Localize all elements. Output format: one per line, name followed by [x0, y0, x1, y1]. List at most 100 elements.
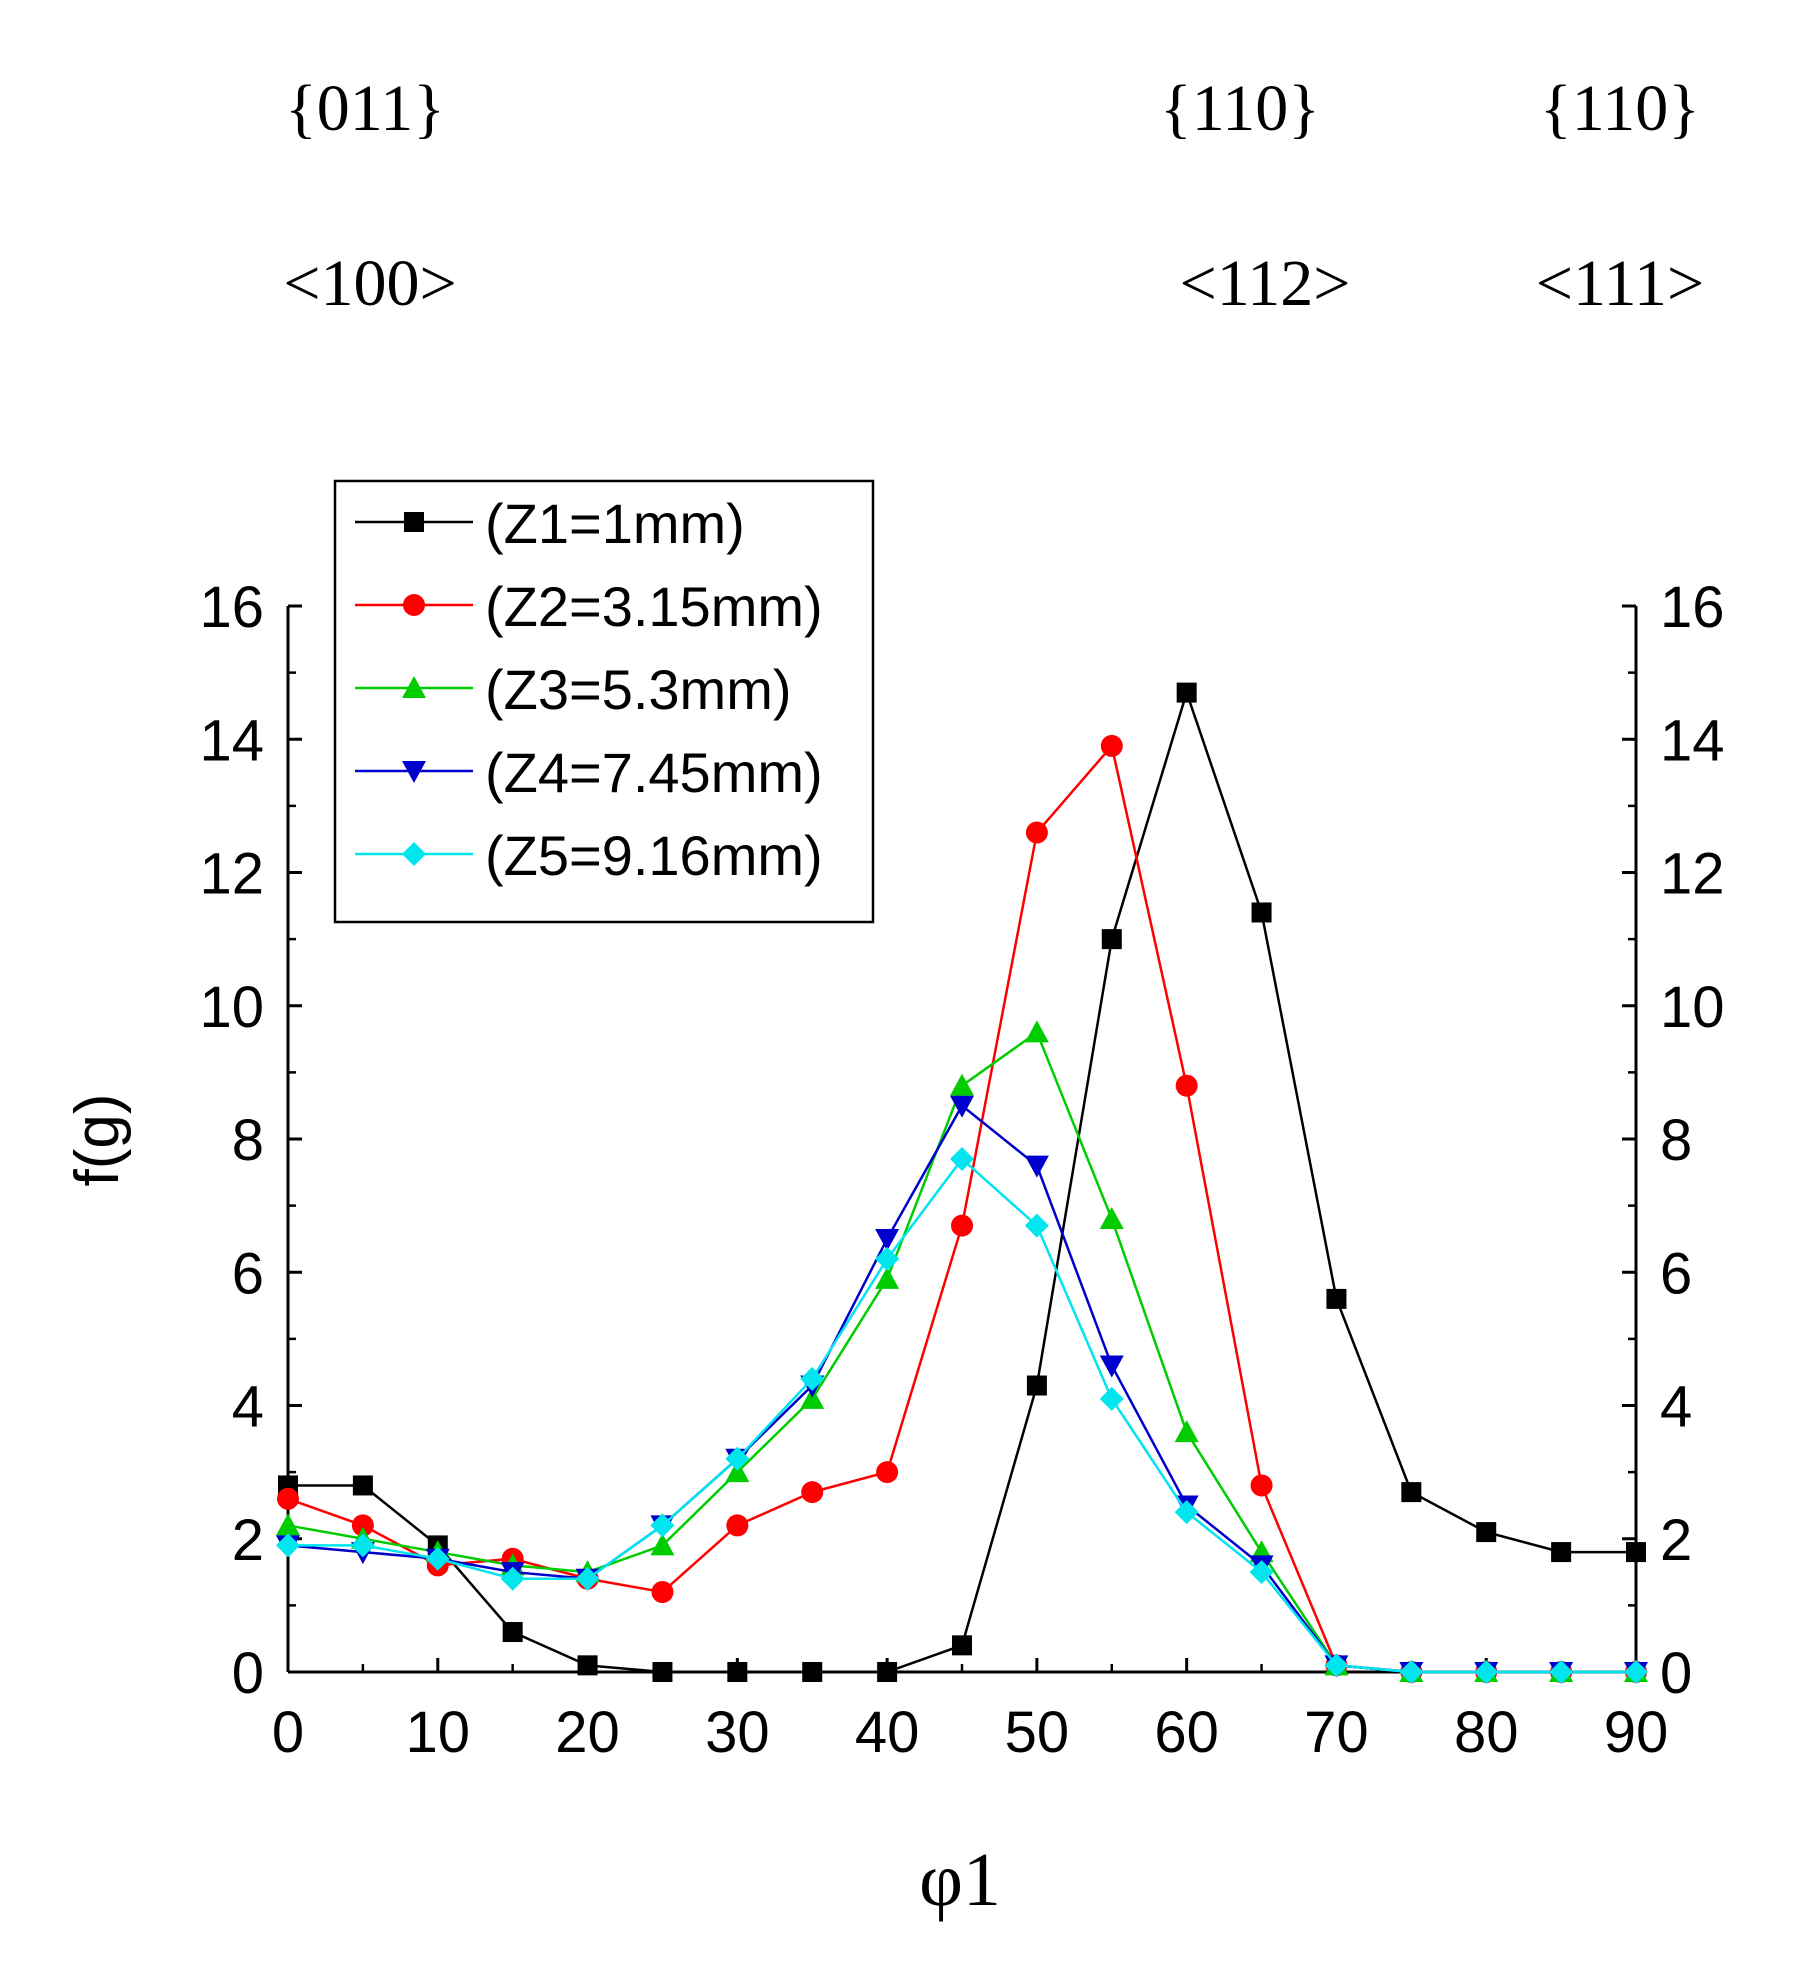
data-point — [876, 1461, 899, 1484]
data-point — [1474, 1660, 1499, 1684]
annotation-plane-1: {011} — [285, 72, 445, 145]
data-point — [801, 1481, 824, 1504]
y-left-tick-label: 4 — [232, 1375, 264, 1440]
x-tick-label: 80 — [1454, 1700, 1519, 1765]
data-point — [1100, 734, 1123, 757]
series-3 — [276, 1020, 1648, 1682]
y-left-tick-label: 6 — [232, 1241, 264, 1306]
data-point — [502, 1622, 523, 1643]
legend-entry-2: (Z2=3.15mm) — [355, 575, 823, 638]
legend: (Z1=1mm) (Z2=3.15mm) (Z3=5.3mm) (Z4=7.45mm)… — [333, 479, 875, 924]
data-point — [1326, 1288, 1347, 1309]
data-point — [1024, 1213, 1049, 1238]
data-point — [650, 1513, 675, 1538]
y-left-tick-label: 10 — [199, 975, 264, 1040]
data-point — [577, 1655, 598, 1676]
legend-entry-5: (Z5=9.16mm) — [355, 824, 823, 887]
data-point — [276, 1513, 300, 1536]
legend-marker — [402, 676, 426, 698]
legend-entry-4: (Z4=7.45mm) — [355, 741, 823, 804]
data-point — [1624, 1660, 1648, 1684]
data-point — [952, 1635, 972, 1656]
legend-label: (Z5=9.16mm) — [485, 824, 823, 887]
x-tick-label: 90 — [1604, 1700, 1669, 1765]
x-axis-label: φ1 — [919, 1838, 1001, 1922]
y-left-tick-label: 14 — [199, 708, 264, 773]
data-point — [352, 1475, 373, 1496]
data-point — [800, 1366, 825, 1391]
data-point — [875, 1228, 900, 1251]
legend-entry-3: (Z3=5.3mm) — [355, 658, 792, 721]
data-point — [875, 1266, 900, 1289]
data-point — [651, 1581, 674, 1604]
y-left-tick-label: 0 — [232, 1641, 264, 1706]
y-right-tick-label: 4 — [1660, 1375, 1692, 1440]
data-point — [950, 1095, 974, 1118]
data-point — [951, 1214, 973, 1237]
data-point — [1174, 1500, 1199, 1525]
y-right-tick-label: 14 — [1660, 708, 1725, 773]
data-point — [650, 1533, 675, 1556]
y-right-tick-label: 2 — [1660, 1508, 1692, 1573]
data-point — [725, 1460, 750, 1483]
data-point — [725, 1446, 750, 1471]
x-tick-label: 70 — [1304, 1700, 1369, 1765]
data-point — [500, 1566, 525, 1591]
legend-marker — [402, 842, 426, 866]
x-tick-label: 40 — [855, 1700, 920, 1765]
y-axis-label: f(g) — [63, 1094, 132, 1187]
annotation-plane-2: {110} — [1160, 72, 1320, 145]
data-point — [1099, 1355, 1124, 1378]
data-point — [1175, 1074, 1198, 1097]
legend-label: (Z4=7.45mm) — [485, 741, 823, 804]
y-right-tick-label: 12 — [1660, 842, 1725, 907]
y-right-tick-label: 16 — [1660, 575, 1725, 640]
data-point — [1324, 1653, 1349, 1678]
data-point — [950, 1073, 974, 1096]
y-right-tick-label: 10 — [1660, 975, 1725, 1040]
y-right-tick-label: 8 — [1660, 1108, 1692, 1173]
data-point — [1401, 1482, 1422, 1503]
series-line — [287, 1103, 1636, 1674]
data-point — [1024, 1020, 1049, 1043]
annotation-plane-3: {110} — [1540, 72, 1700, 145]
data-point — [276, 1533, 300, 1558]
orientation-annotations: {011} <100> {110} <112> {110} <111> — [283, 72, 1704, 320]
data-point — [726, 1514, 749, 1537]
data-point — [950, 1146, 974, 1171]
x-tick-label: 30 — [705, 1700, 770, 1765]
series-line — [287, 1030, 1636, 1674]
data-point — [1549, 1660, 1574, 1684]
data-point — [1476, 1522, 1497, 1543]
data-point — [1174, 1420, 1199, 1443]
data-point — [575, 1566, 600, 1591]
data-point — [727, 1662, 748, 1682]
series-group — [276, 682, 1648, 1684]
annotation-direction-1: <100> — [283, 247, 456, 320]
y-left-tick-label: 16 — [199, 575, 264, 640]
data-point — [1551, 1542, 1572, 1563]
legend-label: (Z1=1mm) — [485, 492, 745, 555]
data-point — [877, 1662, 898, 1682]
data-point — [351, 1514, 374, 1537]
data-point — [1251, 902, 1272, 923]
legend-entry-1: (Z1=1mm) — [355, 492, 745, 555]
data-point — [1101, 929, 1122, 950]
data-point — [1099, 1386, 1124, 1411]
legend-label: (Z2=3.15mm) — [485, 575, 823, 638]
data-point — [277, 1487, 299, 1510]
x-tick-label: 20 — [555, 1700, 620, 1765]
x-tick-label: 60 — [1154, 1700, 1219, 1765]
data-point — [350, 1533, 375, 1558]
data-point — [1250, 1474, 1273, 1497]
data-point — [425, 1546, 450, 1571]
legend-box — [333, 479, 875, 924]
legend-marker — [403, 594, 425, 616]
y-left-tick-label: 12 — [199, 842, 264, 907]
data-point — [875, 1246, 900, 1271]
data-point — [652, 1662, 673, 1682]
data-point — [1249, 1560, 1274, 1585]
legend-label: (Z3=5.3mm) — [485, 658, 792, 721]
